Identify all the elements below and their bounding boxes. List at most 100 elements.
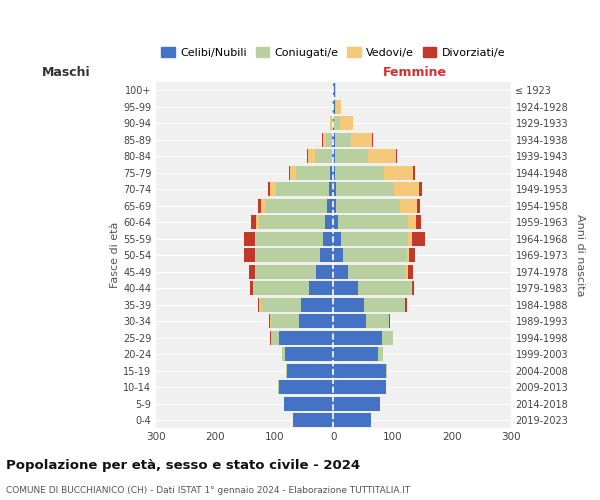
Bar xyxy=(408,215,416,229)
Bar xyxy=(332,132,334,146)
Bar xyxy=(250,281,253,295)
Bar xyxy=(337,198,400,212)
Bar xyxy=(335,132,351,146)
Bar xyxy=(254,232,256,245)
Bar xyxy=(334,413,371,427)
Bar xyxy=(283,347,285,361)
Bar xyxy=(334,100,335,114)
Bar xyxy=(405,298,407,312)
Bar xyxy=(254,281,308,295)
Bar xyxy=(269,314,270,328)
Bar xyxy=(256,248,320,262)
Bar xyxy=(331,166,334,179)
Bar xyxy=(320,248,334,262)
Bar xyxy=(334,149,335,163)
Bar xyxy=(316,264,334,278)
Bar xyxy=(335,166,384,179)
Bar xyxy=(382,330,393,344)
Bar xyxy=(276,182,329,196)
Bar xyxy=(408,264,413,278)
Text: Popolazione per età, sesso e stato civile - 2024: Popolazione per età, sesso e stato civil… xyxy=(6,460,360,472)
Bar xyxy=(330,116,331,130)
Bar xyxy=(293,413,334,427)
Bar xyxy=(244,248,255,262)
Bar xyxy=(251,215,256,229)
Bar xyxy=(406,264,408,278)
Bar xyxy=(335,100,336,114)
Legend: Celibi/Nubili, Coniugati/e, Vedovi/e, Divorziati/e: Celibi/Nubili, Coniugati/e, Vedovi/e, Di… xyxy=(157,42,510,62)
Bar xyxy=(334,364,386,378)
Bar xyxy=(323,232,334,245)
Bar xyxy=(259,298,260,312)
Bar xyxy=(386,364,387,378)
Bar xyxy=(358,281,410,295)
Bar xyxy=(340,116,353,130)
Bar xyxy=(334,166,335,179)
Bar xyxy=(334,116,340,130)
Bar xyxy=(334,347,378,361)
Bar xyxy=(417,198,420,212)
Bar xyxy=(271,330,279,344)
Bar xyxy=(412,281,414,295)
Bar xyxy=(289,166,290,179)
Bar xyxy=(249,264,255,278)
Bar xyxy=(287,364,334,378)
Text: Maschi: Maschi xyxy=(43,66,91,78)
Text: Femmine: Femmine xyxy=(383,66,447,78)
Bar xyxy=(323,132,326,146)
Y-axis label: Fasce di età: Fasce di età xyxy=(110,222,120,288)
Bar xyxy=(348,264,406,278)
Bar xyxy=(334,330,382,344)
Bar xyxy=(334,264,348,278)
Bar xyxy=(326,132,332,146)
Bar xyxy=(260,298,301,312)
Bar xyxy=(308,149,315,163)
Bar xyxy=(334,83,335,97)
Bar xyxy=(334,298,364,312)
Bar xyxy=(260,198,265,212)
Bar xyxy=(334,182,337,196)
Bar xyxy=(364,298,404,312)
Bar xyxy=(322,132,323,146)
Bar xyxy=(256,232,323,245)
Bar xyxy=(334,248,343,262)
Y-axis label: Anni di nascita: Anni di nascita xyxy=(575,214,585,296)
Bar xyxy=(351,132,372,146)
Bar xyxy=(341,232,408,245)
Bar xyxy=(408,232,412,245)
Bar xyxy=(335,149,368,163)
Bar xyxy=(279,380,334,394)
Bar xyxy=(334,281,358,295)
Text: COMUNE DI BUCCHIANICO (CH) - Dati ISTAT 1° gennaio 2024 - Elaborazione TUTTITALI: COMUNE DI BUCCHIANICO (CH) - Dati ISTAT … xyxy=(6,486,410,495)
Bar xyxy=(299,314,334,328)
Bar xyxy=(332,149,334,163)
Bar xyxy=(307,149,308,163)
Bar xyxy=(328,198,334,212)
Bar xyxy=(400,198,417,212)
Bar xyxy=(308,281,334,295)
Bar xyxy=(335,83,336,97)
Bar xyxy=(279,330,334,344)
Bar xyxy=(244,232,254,245)
Bar xyxy=(334,215,338,229)
Bar xyxy=(384,166,413,179)
Bar xyxy=(394,182,419,196)
Bar xyxy=(329,182,334,196)
Bar xyxy=(336,100,341,114)
Bar xyxy=(286,364,287,378)
Bar xyxy=(416,215,421,229)
Bar xyxy=(315,149,332,163)
Bar xyxy=(407,248,409,262)
Bar xyxy=(334,314,366,328)
Bar xyxy=(270,182,276,196)
Bar xyxy=(285,347,334,361)
Bar xyxy=(409,248,415,262)
Bar xyxy=(257,198,260,212)
Bar xyxy=(284,396,334,410)
Bar xyxy=(255,264,256,278)
Bar xyxy=(343,248,407,262)
Bar xyxy=(334,232,341,245)
Bar xyxy=(413,166,415,179)
Bar xyxy=(268,182,270,196)
Bar xyxy=(255,248,256,262)
